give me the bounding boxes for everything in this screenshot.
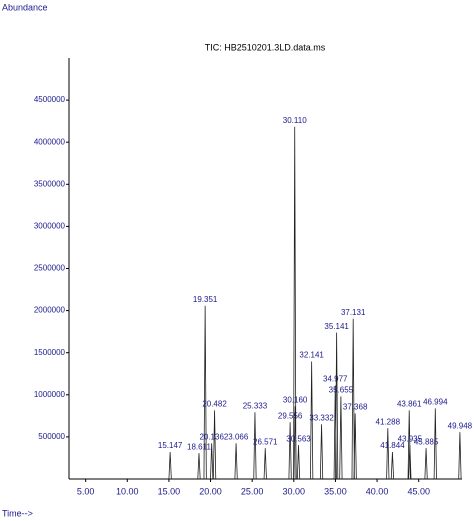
peak-label: 23.066: [224, 432, 249, 441]
peak: [212, 410, 217, 480]
peak-label: 26.571: [253, 437, 278, 446]
peak: [351, 318, 355, 480]
y-tick-label: 500000: [38, 432, 65, 441]
peak: [293, 406, 297, 480]
peak-label: 19.351: [193, 295, 218, 304]
peak: [319, 424, 324, 480]
y-tick-label: 2500000: [34, 264, 66, 273]
peak: [203, 305, 207, 480]
y-tick-label: 2000000: [34, 306, 66, 315]
y-tick-label: 1000000: [34, 390, 66, 399]
y-tick-label: 4000000: [34, 137, 66, 146]
peak-label: 35.141: [324, 322, 349, 331]
x-tick-label: 15.00: [158, 486, 181, 496]
peak-label: 43.861: [397, 399, 422, 408]
x-axis-label: Time-->: [2, 508, 33, 518]
peak-label: 45.885: [414, 437, 439, 446]
peak: [424, 448, 428, 480]
peak: [339, 396, 343, 480]
peak-label: 37.131: [341, 308, 366, 317]
x-tick-label: 10.00: [116, 486, 139, 496]
y-axis-label: Abundance: [2, 2, 48, 12]
peak: [168, 452, 172, 480]
peak-label: 25.333: [243, 401, 268, 410]
peak: [386, 428, 390, 480]
x-tick-label: 45.00: [407, 486, 430, 496]
x-tick-label: 35.00: [324, 486, 347, 496]
peak: [296, 445, 301, 480]
x-tick-label: 25.00: [241, 486, 264, 496]
peak-label: 41.844: [380, 441, 405, 450]
x-tick-label: 20.00: [199, 486, 222, 496]
x-tick-label: 40.00: [366, 486, 389, 496]
peak: [458, 432, 462, 480]
peak: [263, 448, 267, 480]
x-tick-label: 30.00: [283, 486, 306, 496]
peak-label: 15.147: [158, 441, 183, 450]
chart-title: TIC: HB2510201.3LD.data.ms: [205, 42, 326, 52]
peak-label: 41.288: [376, 417, 401, 426]
y-tick-label: 1500000: [34, 348, 66, 357]
y-tick-label: 3500000: [34, 179, 66, 188]
y-tick-label: 4500000: [34, 95, 66, 104]
peak-label: 20.136: [199, 432, 224, 441]
peak-label: 35.655: [329, 386, 354, 395]
peak: [390, 452, 395, 480]
peak: [288, 422, 292, 480]
peak: [408, 445, 412, 480]
peak-label: 30.563: [286, 434, 311, 443]
peak-label: 18.611: [187, 442, 211, 451]
peak-label: 34.977: [323, 375, 348, 384]
peak-label: 43.935: [398, 434, 423, 443]
y-tick-label: 3000000: [34, 222, 66, 231]
peak-label: 33.332: [309, 413, 334, 422]
peak-label: 30.110: [283, 116, 307, 125]
peak: [197, 453, 201, 480]
peak: [293, 126, 297, 480]
peak-label: 29.556: [278, 411, 303, 420]
peak: [310, 361, 314, 480]
peak: [253, 412, 257, 480]
peak: [234, 443, 238, 480]
peak: [335, 332, 339, 480]
peak: [210, 443, 214, 480]
peak-label: 46.994: [423, 397, 448, 406]
peak-label: 30.160: [283, 395, 308, 404]
peak: [353, 413, 357, 480]
peak-label: 49.948: [448, 421, 473, 430]
x-tick-label: 5.00: [77, 486, 95, 496]
peak-label: 37.368: [343, 402, 368, 411]
peak: [433, 408, 437, 480]
peak-label: 32.141: [299, 351, 324, 360]
peak-label: 20.482: [202, 399, 227, 408]
